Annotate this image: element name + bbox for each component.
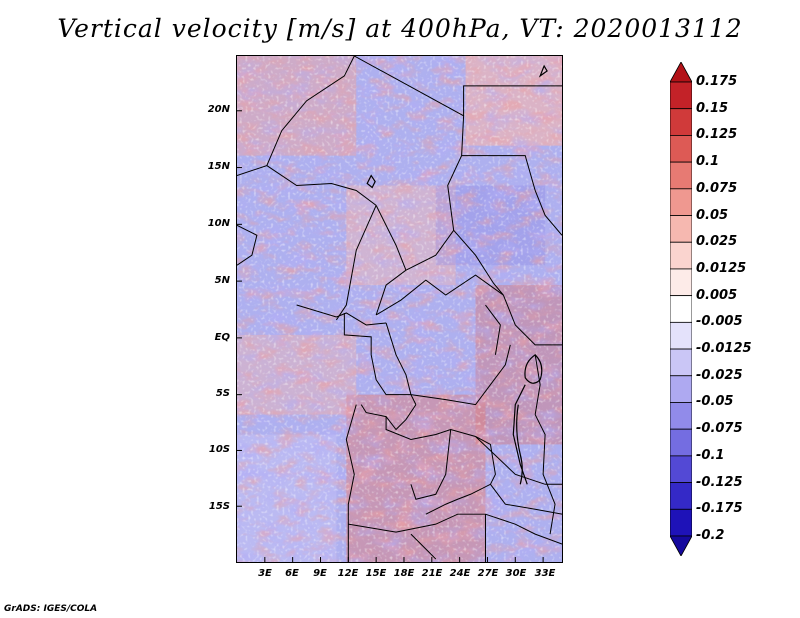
colorbar-box [670,268,692,297]
colorbar-box [670,188,692,216]
lat-label-eq: EQ [214,332,230,343]
colorbar-box [670,428,692,457]
lon-label-15e: 15E [365,568,387,579]
lat-label-5n: 5N [214,275,230,286]
lon-label-27e: 27E [477,568,499,579]
velocity-field [237,56,562,562]
colorbar-label: 0.15 [696,100,729,116]
colorbar-label: 0.125 [696,127,738,143]
colorbar-bottom-triangle [670,535,692,556]
colorbar-label: -0.125 [696,474,743,490]
colorbar-box [670,482,692,510]
colorbar-box [670,135,692,163]
colorbar-box [670,215,692,243]
lon-label-30e: 30E [505,568,527,579]
lat-label-15s: 15S [208,501,230,512]
lon-label-12e: 12E [337,568,359,579]
colorbar-label: -0.005 [696,314,743,330]
colorbar-label: -0.05 [696,394,734,410]
colorbar-box [670,295,692,323]
colorbar-box [670,108,692,136]
country-borders [237,56,562,562]
colorbar-label: -0.1 [696,447,725,463]
lon-label-6e: 6E [285,568,299,579]
lon-label-18e: 18E [393,568,415,579]
lon-label-3e: 3E [258,568,272,579]
colorbar-label: 0.1 [696,154,720,170]
colorbar-label: 0.05 [696,207,729,223]
lakes [366,64,548,485]
colorbar-top-triangle [670,62,692,83]
colorbar-box [670,375,692,403]
lat-label-10n: 10N [207,218,230,229]
colorbar-label: 0.075 [696,180,738,196]
colorbar-box [670,241,692,270]
colorbar-box [670,161,692,190]
colorbar-label: -0.075 [696,421,743,437]
colorbar-label: -0.175 [696,501,743,517]
map-title: Vertical velocity [m/s] at 400hPa, VT: 2… [57,14,743,43]
lat-label-15n: 15N [207,161,230,172]
colorbar-label: -0.2 [696,528,725,543]
colorbar-label: 0.005 [696,287,738,303]
colorbar-label: 0.175 [696,74,738,89]
colorbar [670,62,692,556]
colorbar-box [670,321,692,350]
colorbar-label: -0.025 [696,367,743,383]
tick-marks [237,110,544,562]
colorbar-label: 0.0125 [696,260,747,276]
lat-label-5s: 5S [215,388,230,399]
colorbar-box [670,455,692,483]
lon-label-21e: 21E [421,568,443,579]
colorbar-box [670,402,692,430]
colorbar-label: 0.025 [696,234,738,250]
lon-label-24e: 24E [449,568,471,579]
lat-label-20n: 20N [207,104,230,115]
lat-label-10s: 10S [208,444,230,455]
colorbar-box [670,508,692,537]
velocity-map [236,55,563,563]
colorbar-box [670,348,692,377]
colorbar-box [670,81,692,110]
grads-credit: GrADS: IGES/COLA [4,604,98,614]
lon-label-9e: 9E [313,568,327,579]
lon-label-33e: 33E [534,568,556,579]
colorbar-label: -0.0125 [696,341,752,357]
